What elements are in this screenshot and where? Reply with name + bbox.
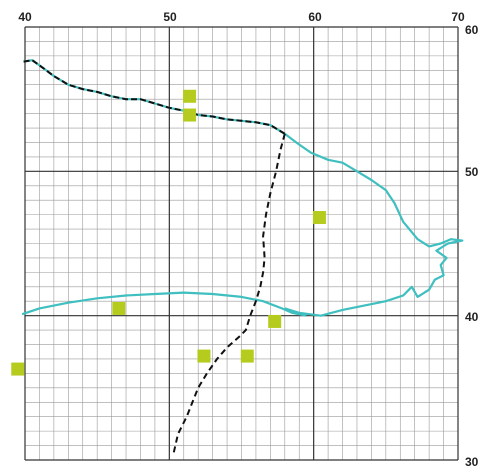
coastline bbox=[23, 59, 286, 135]
marker-1 bbox=[183, 89, 197, 103]
lower-river bbox=[21, 291, 307, 317]
marker-5 bbox=[268, 314, 282, 328]
top-tick-70: 70 bbox=[451, 10, 465, 24]
right-tick-60: 60 bbox=[465, 23, 479, 37]
marker-7 bbox=[240, 349, 254, 363]
map-features bbox=[21, 59, 464, 454]
upper-river bbox=[284, 132, 464, 317]
right-tick-40: 40 bbox=[465, 310, 479, 324]
top-tick-60: 60 bbox=[308, 10, 322, 24]
marker-layer bbox=[11, 89, 326, 376]
marker-3 bbox=[312, 211, 326, 225]
top-tick-40: 40 bbox=[18, 10, 32, 24]
major-grid bbox=[24, 26, 459, 461]
coastline-dashed-overlay bbox=[23, 59, 286, 135]
marker-4 bbox=[112, 301, 126, 315]
right-tick-30: 30 bbox=[465, 455, 479, 469]
right-tick-50: 50 bbox=[465, 165, 479, 179]
marker-2 bbox=[183, 108, 197, 122]
marker-8 bbox=[11, 362, 25, 376]
marker-6 bbox=[197, 349, 211, 363]
fine-grid bbox=[24, 26, 459, 461]
top-tick-50: 50 bbox=[163, 10, 177, 24]
